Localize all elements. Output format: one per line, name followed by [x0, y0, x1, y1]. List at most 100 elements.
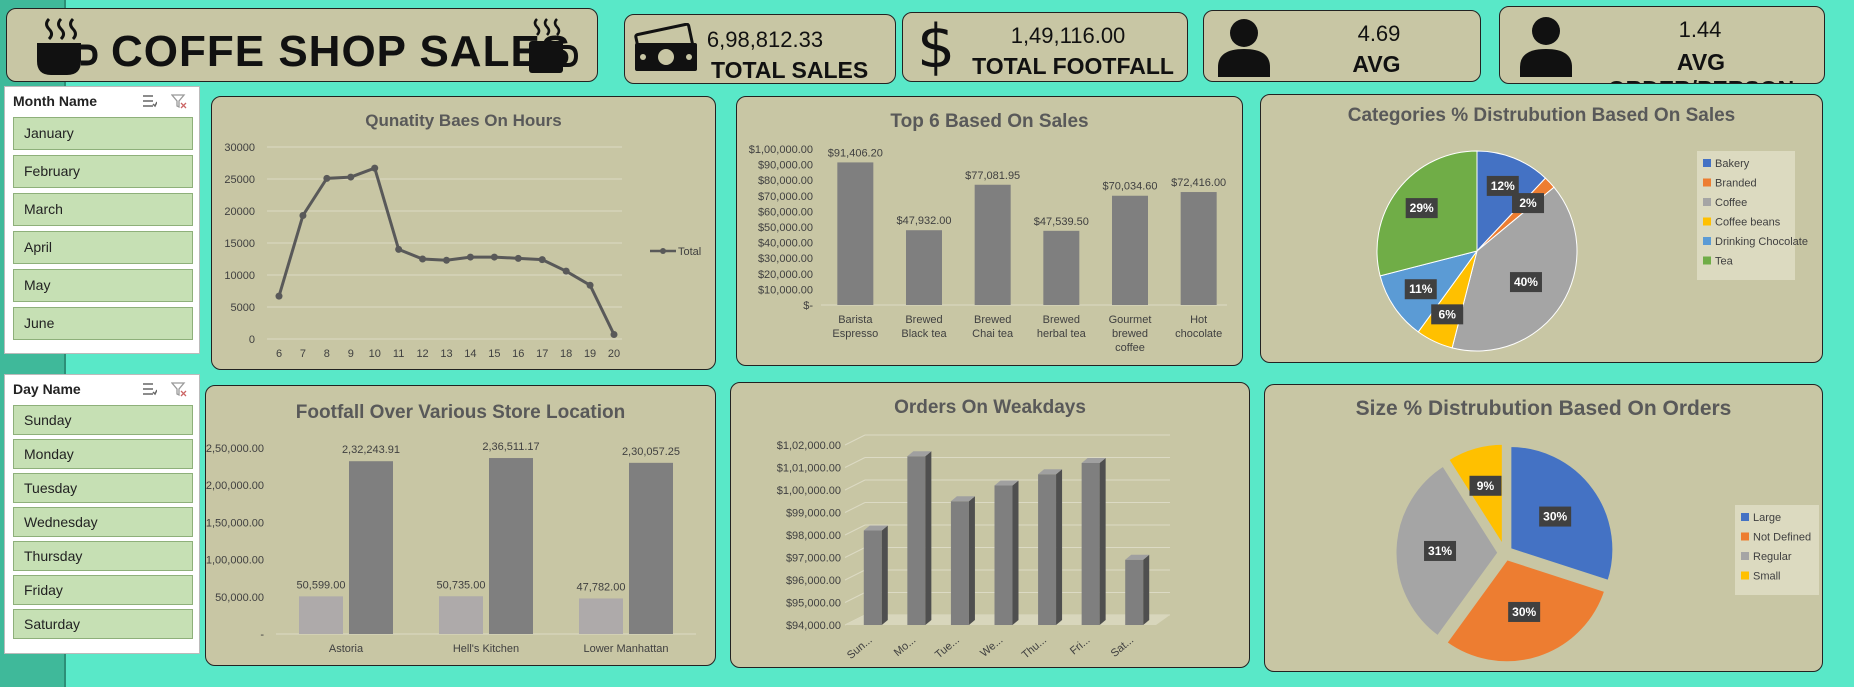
x-tick-label: Sun... [845, 634, 875, 662]
title-panel: COFFE SHOP SALES [6, 8, 598, 82]
data-label-box [1469, 475, 1502, 496]
data-label-box [1509, 272, 1542, 293]
kpi-value: 1.44 [1678, 17, 1722, 42]
pie-chart: 12% 2% 40% 6% 11% 29% Bakery Branded Coffee Coffe… [1376, 150, 1808, 352]
data-point [299, 211, 307, 219]
data-label-box [1424, 540, 1457, 561]
bar-side [1143, 554, 1150, 625]
data-label: 29% [1410, 201, 1434, 215]
multi-select-icon[interactable] [141, 93, 157, 109]
slicer-item-june[interactable]: June [13, 307, 193, 340]
slicer-item-february[interactable]: February [13, 155, 193, 188]
bar [349, 461, 393, 634]
data-label: 2% [1519, 196, 1537, 210]
cash-icon [634, 23, 697, 71]
coffee-cup-icon [37, 17, 98, 75]
bar [1125, 559, 1144, 625]
slicer-item-monday[interactable]: Monday [13, 439, 193, 469]
data-point [490, 253, 498, 261]
y-tick-label: $50,000.00 [758, 222, 813, 234]
bar [994, 485, 1013, 625]
data-label: 40% [1514, 275, 1538, 289]
gridline [844, 524, 866, 536]
kpi-value: 4.69 [1357, 21, 1401, 46]
y-tick-label: $80,000.00 [758, 175, 813, 187]
slicer-item-tuesday[interactable]: Tuesday [13, 473, 193, 503]
chart-categories-pie: Categories % Distrubution Based On Sales… [1260, 94, 1823, 363]
x-tick-label: 7 [300, 348, 306, 360]
y-tick-label: $1,02,000.00 [777, 440, 841, 452]
data-label: $70,034.60 [1102, 181, 1157, 193]
clear-filter-icon[interactable] [171, 93, 187, 109]
chart-title: Categories % Distrubution Based On Sales [1347, 105, 1736, 126]
data-label-box [1486, 175, 1519, 196]
data-point [395, 245, 403, 253]
kpi-label: AVG BILL/PERSON [1299, 51, 1454, 81]
x-tick-label: 16 [512, 348, 524, 360]
chart-footfall-location: Footfall Over Various Store Location - 50… [205, 385, 716, 666]
slicer-item-march[interactable]: March [13, 193, 193, 226]
y-tick-label: $- [803, 300, 813, 312]
y-tick-label: $70,000.00 [758, 191, 813, 203]
y-tick-label: 10000 [224, 270, 255, 282]
data-label: 12% [1491, 179, 1515, 193]
clear-filter-icon[interactable] [171, 381, 187, 397]
y-tick-label: $90,000.00 [758, 160, 813, 172]
multi-select-icon[interactable] [141, 381, 157, 397]
gridline [844, 479, 866, 491]
data-label: 50,599.00 [297, 579, 346, 591]
slicer-header: Month Name [13, 93, 97, 109]
y-tick-label: 2,50,000.00 [206, 443, 264, 455]
bar [837, 162, 874, 305]
chart-title: Qunatity Baes On Hours [365, 111, 562, 130]
legend-marker [660, 248, 666, 254]
data-point [347, 173, 355, 181]
slicer-item-wednesday[interactable]: Wednesday [13, 507, 193, 537]
slicer-item-thursday[interactable]: Thursday [13, 541, 193, 571]
x-tick-label: 11 [393, 348, 404, 360]
legend-swatch [1703, 237, 1711, 245]
x-tick-label: Hell's Kitchen [453, 643, 519, 655]
data-label: 30% [1543, 510, 1567, 524]
slicer-item-friday[interactable]: Friday [13, 575, 193, 605]
legend-label: Regular [1753, 551, 1792, 563]
data-point [419, 255, 427, 263]
slicer-item-saturday[interactable]: Saturday [13, 609, 193, 639]
legend-label: Coffee [1715, 197, 1747, 209]
slicer-item-january[interactable]: January [13, 117, 193, 150]
month-slicer: Month Name January February March April May J… [4, 86, 200, 354]
kpi-label: AVG ORDER/PERSON [1608, 49, 1795, 83]
data-point [538, 256, 546, 264]
y-tick-label: 0 [249, 334, 255, 346]
slicer-item-april[interactable]: April [13, 231, 193, 264]
kpi-total-sales: 6,98,812.33 TOTAL SALES [624, 14, 896, 84]
gridline [844, 569, 866, 581]
kpi-label: TOTAL FOOTFALL [972, 53, 1174, 79]
x-tick-label: 13 [440, 348, 452, 360]
chart-title: Size % Distrubution Based On Orders [1355, 397, 1732, 420]
legend-label: Tea [1715, 256, 1734, 268]
data-point [562, 267, 570, 275]
clustered-bar-chart: - 50,000.00 1,00,000.00 1,50,000.00 2,00,000… [206, 441, 696, 655]
legend-label: Large [1753, 512, 1781, 524]
data-label: 30% [1512, 605, 1536, 619]
bar [579, 598, 623, 634]
x-tick-label: Tue... [933, 634, 962, 661]
data-point [371, 164, 379, 172]
data-label: $47,932.00 [896, 215, 951, 227]
slicer-item-may[interactable]: May [13, 269, 193, 302]
x-tick-label: Brewed [974, 314, 1011, 326]
gridline [844, 547, 866, 558]
bar [1043, 230, 1080, 305]
bar-top [1125, 554, 1150, 560]
y-tick-label: 30000 [224, 142, 255, 154]
x-tick-label: Brewed [1043, 314, 1080, 326]
bar [974, 184, 1011, 305]
chart-orders-weekdays: Orders On Weakdays $94,000.00 $95,000.00 $… [730, 382, 1250, 668]
day-slicer: Day Name Sunday Monday Tuesday Wednesday Thu… [4, 374, 200, 654]
slicer-item-sunday[interactable]: Sunday [13, 405, 193, 435]
legend-swatch [1703, 256, 1711, 265]
bar [489, 458, 533, 634]
legend-label: Drinking Chocolate [1715, 236, 1808, 248]
data-label: 9% [1477, 479, 1495, 493]
